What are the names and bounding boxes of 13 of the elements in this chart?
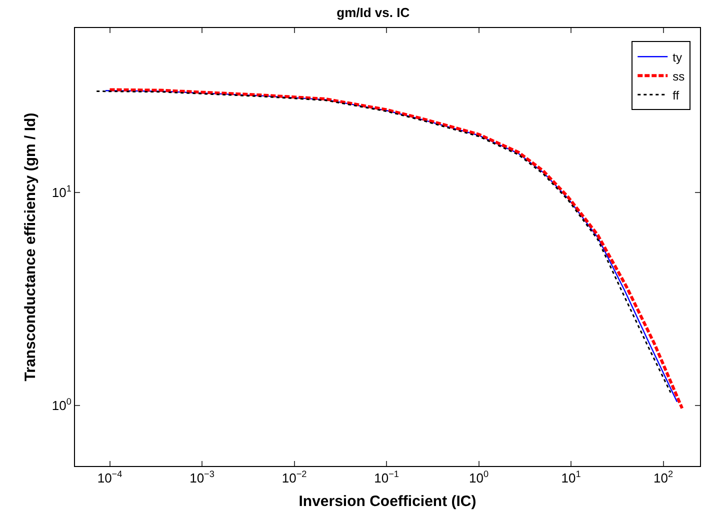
- x-tick-label: 10$^{−1}$: [374, 469, 399, 486]
- x-tick-label: 10$^{−3}$: [190, 469, 214, 486]
- x-tick-label: 10$^{1}$: [561, 469, 581, 486]
- legend-label: ty: [672, 50, 682, 64]
- chart-title: gm/Id vs. IC: [336, 4, 410, 20]
- y-axis-title: Transconductance efficiency (gm / Id): [22, 112, 39, 382]
- x-tick-label: 10$^{−4}$: [97, 469, 122, 486]
- x-tick-label: 10$^{0}$: [469, 469, 489, 486]
- x-tick-label: 10$^{−2}$: [282, 469, 307, 486]
- legend-label: ss: [672, 69, 685, 84]
- legend-label: ff: [672, 88, 680, 102]
- x-axis-title: Inversion Coefficient (IC): [298, 493, 476, 510]
- x-tick-label: 10$^{2}$: [654, 469, 674, 486]
